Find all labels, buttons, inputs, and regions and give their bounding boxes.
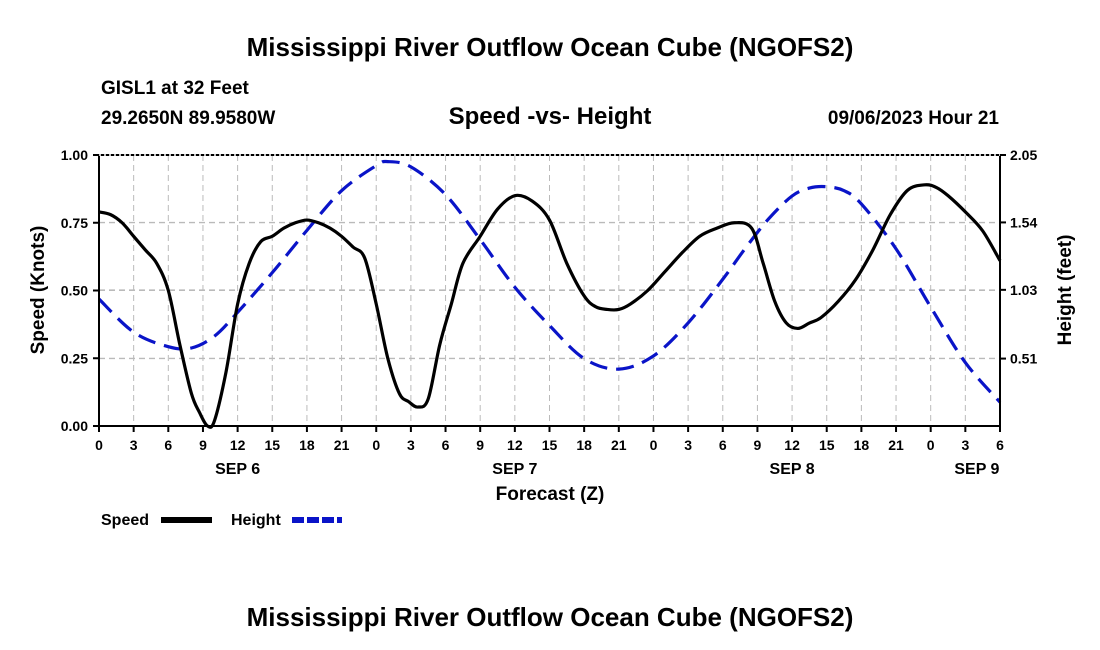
x-axis-label: Forecast (Z) (496, 484, 605, 505)
legend: Speed Height (101, 512, 342, 529)
day-label: SEP 6 (215, 461, 260, 478)
legend-height-label: Height (231, 512, 281, 529)
left-tick-label: 0.75 (61, 215, 88, 231)
x-tick-label: 0 (95, 437, 103, 453)
forecast-datetime: 09/06/2023 Hour 21 (828, 108, 1000, 129)
x-tick-label: 6 (996, 437, 1004, 453)
main-title: Mississippi River Outflow Ocean Cube (NG… (247, 32, 854, 62)
x-tick-label: 3 (961, 437, 969, 453)
y-axis-right-label: Height (feet) (1055, 235, 1076, 346)
left-tick-label: 0.00 (61, 418, 88, 434)
x-tick-label: 18 (854, 437, 870, 453)
x-tick-label: 15 (819, 437, 835, 453)
x-tick-label: 12 (507, 437, 523, 453)
x-tick-label: 15 (542, 437, 558, 453)
left-tick-label: 1.00 (61, 147, 88, 163)
left-tick-label: 0.25 (61, 350, 88, 366)
x-tick-label: 0 (927, 437, 935, 453)
right-tick-label: 2.05 (1010, 147, 1037, 163)
x-tick-label: 0 (650, 437, 658, 453)
chart-title: Speed -vs- Height (449, 103, 652, 130)
x-tick-label: 12 (230, 437, 246, 453)
right-tick-label: 1.54 (1010, 214, 1037, 230)
x-tick-label: 6 (164, 437, 172, 453)
x-tick-label: 9 (754, 437, 762, 453)
x-tick-label: 0 (372, 437, 380, 453)
x-tick-label: 6 (442, 437, 450, 453)
x-tick-label: 9 (476, 437, 484, 453)
x-tick-label: 12 (784, 437, 800, 453)
day-label: SEP 9 (954, 461, 999, 478)
x-tick-label: 3 (684, 437, 692, 453)
axes: 0.00 0.25 0.50 0.75 1.00 0.51 1.03 1.54 2.05 0 3 6 9… (61, 147, 1038, 478)
x-tick-label: 21 (611, 437, 627, 453)
x-tick-label: 18 (576, 437, 592, 453)
right-tick-label: 1.03 (1010, 282, 1037, 298)
day-label: SEP 8 (770, 461, 815, 478)
right-tick-label: 0.51 (1010, 351, 1037, 367)
legend-speed-label: Speed (101, 512, 149, 529)
height-series-line (97, 159, 1002, 404)
left-tick-label: 0.50 (61, 283, 88, 299)
station-label: GISL1 at 32 Feet (101, 78, 250, 99)
day-label: SEP 7 (492, 461, 537, 478)
x-tick-label: 6 (719, 437, 727, 453)
x-tick-label: 3 (130, 437, 138, 453)
x-tick-label: 15 (264, 437, 280, 453)
speed-series-line (98, 183, 1002, 429)
grid-lines (99, 155, 1000, 426)
x-tick-label: 21 (334, 437, 350, 453)
x-tick-label: 9 (199, 437, 207, 453)
x-tick-label: 3 (407, 437, 415, 453)
y-axis-left-label: Speed (Knots) (28, 226, 49, 355)
x-tick-label: 21 (888, 437, 904, 453)
repeat-title: Mississippi River Outflow Ocean Cube (NG… (247, 602, 854, 632)
coordinates-label: 29.2650N 89.9580W (101, 108, 275, 129)
x-tick-label: 18 (299, 437, 315, 453)
